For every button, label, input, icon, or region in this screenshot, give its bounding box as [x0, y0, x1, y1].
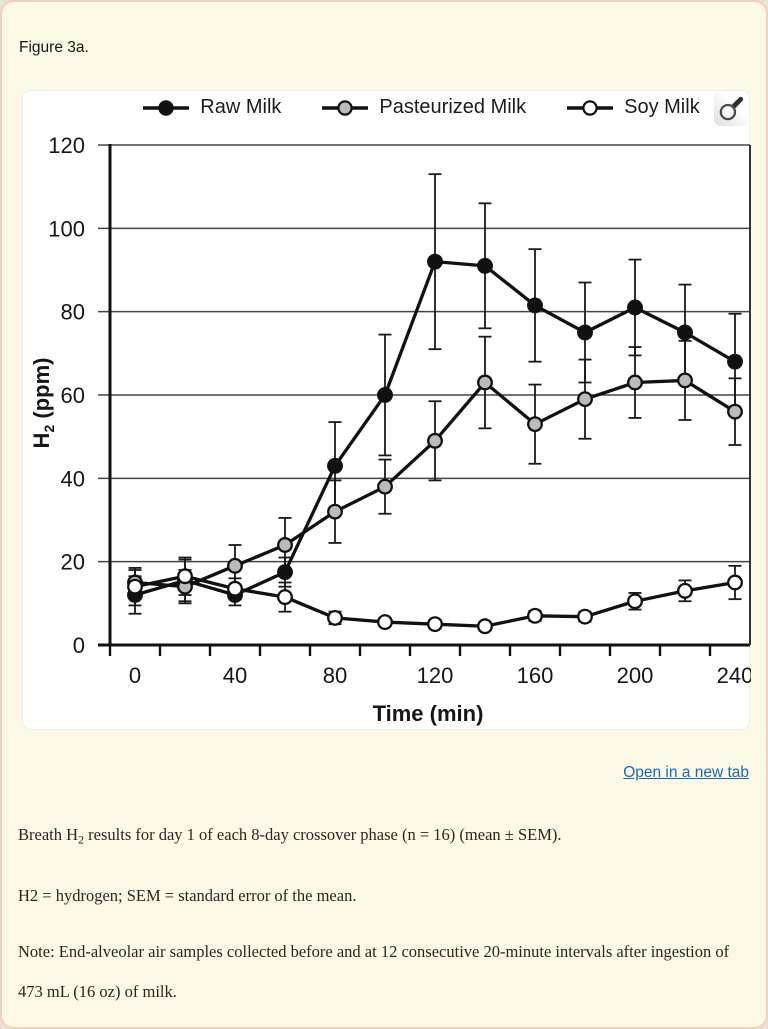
x-tick-label: 200 [617, 663, 654, 688]
data-point-pasteurized-milk [327, 503, 343, 520]
data-point-raw-milk [677, 324, 693, 341]
x-tick-label: 0 [129, 663, 141, 688]
data-point-pasteurized-milk [727, 403, 743, 420]
data-point-raw-milk [527, 297, 543, 314]
data-point-pasteurized-milk [277, 537, 293, 553]
y-tick-label: 0 [73, 633, 85, 658]
data-point-pasteurized-milk [527, 416, 543, 433]
figure-caption: Breath H2 results for day 1 of each 8-da… [18, 825, 562, 847]
y-tick-label: 20 [61, 550, 85, 575]
data-point-soy-milk [527, 607, 543, 624]
y-tick-label: 120 [48, 133, 85, 158]
data-point-soy-milk [227, 580, 243, 597]
data-point-soy-milk [127, 578, 143, 595]
legend-marker-pasteurized-milk-icon [322, 99, 369, 116]
legend-marker-raw-milk-icon [143, 99, 190, 116]
y-tick-label: 80 [61, 300, 85, 325]
figure-title: Figure 3a. [19, 39, 89, 56]
data-point-raw-milk [577, 324, 593, 341]
data-point-pasteurized-milk [427, 432, 443, 449]
data-point-soy-milk [477, 618, 493, 635]
legend-item-pasteurized-milk: Pasteurized Milk [321, 96, 526, 119]
data-point-soy-milk [627, 593, 643, 610]
data-point-pasteurized-milk [677, 372, 693, 389]
x-tick-label: 40 [223, 663, 247, 688]
data-point-pasteurized-milk [227, 557, 243, 574]
x-axis-title: Time (min) [373, 701, 484, 726]
x-tick-label: 120 [417, 663, 454, 688]
data-point-raw-milk [427, 253, 443, 270]
abbreviations-text: H2 = hydrogen; SEM = standard error of t… [18, 886, 357, 905]
open-in-new-tab-link[interactable]: Open in a new tab [623, 764, 749, 781]
data-point-soy-milk [377, 614, 393, 631]
data-point-raw-milk [327, 457, 343, 474]
chart-plot: 0 20 40 60 80 100 120 0 40 80 120 160 200 240 Time (m… [29, 133, 751, 726]
data-point-pasteurized-milk [577, 391, 593, 408]
data-point-raw-milk [477, 257, 493, 274]
data-point-raw-milk [377, 387, 393, 403]
legend-item-soy-milk: Soy Milk [566, 96, 700, 119]
data-point-raw-milk [277, 564, 293, 581]
data-point-soy-milk [177, 568, 193, 585]
y-tick-label: 60 [61, 383, 85, 408]
data-point-soy-milk [727, 574, 743, 591]
data-point-soy-milk [277, 589, 293, 606]
data-point-soy-milk [327, 609, 343, 626]
legend-item-raw-milk: Raw Milk [142, 96, 281, 119]
magnifier-icon [719, 96, 744, 121]
zoom-figure-button[interactable] [714, 92, 748, 126]
data-point-raw-milk [627, 299, 643, 316]
x-tick-label: 80 [323, 663, 347, 688]
y-tick-label: 40 [61, 466, 85, 491]
legend-marker-soy-milk-icon [567, 99, 614, 116]
legend-label-pasteurized-milk: Pasteurized Milk [379, 96, 527, 118]
data-point-pasteurized-milk [377, 478, 393, 495]
y-tick-label: 100 [48, 216, 85, 241]
data-point-raw-milk [727, 353, 743, 370]
data-point-pasteurized-milk [477, 374, 493, 391]
data-point-soy-milk [427, 616, 443, 633]
figure-note-text: Note: End-alveolar air samples collected… [18, 942, 730, 1001]
y-axis-title: H2 (ppm) [29, 358, 57, 449]
legend-label-raw-milk: Raw Milk [200, 96, 282, 118]
x-tick-label: 240 [717, 663, 751, 688]
figure-image-card: Raw Milk Pasteurized Milk Soy Milk [22, 90, 751, 730]
data-point-pasteurized-milk [627, 374, 643, 391]
x-tick-label: 160 [517, 663, 554, 688]
legend-label-soy-milk: Soy Milk [624, 96, 700, 118]
chart-legend: Raw Milk Pasteurized Milk Soy Milk [23, 96, 749, 119]
data-point-soy-milk [577, 608, 593, 625]
data-point-soy-milk [677, 582, 693, 599]
